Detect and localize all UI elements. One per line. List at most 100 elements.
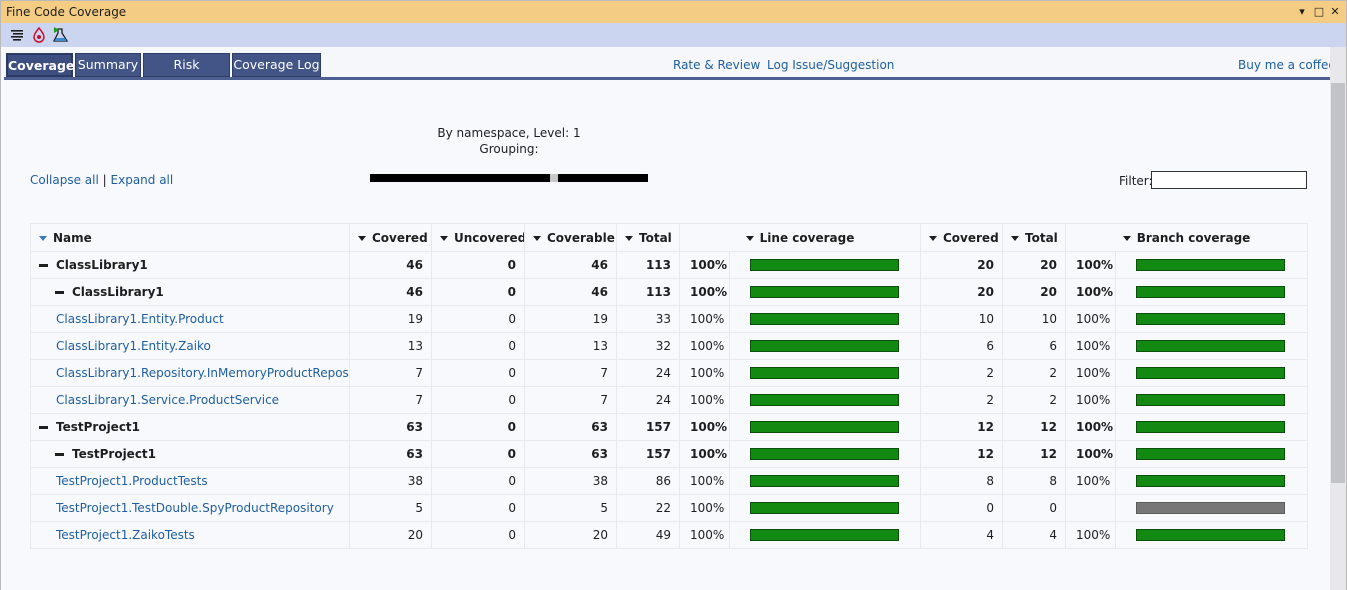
uncovered-cell: 0 bbox=[431, 251, 525, 279]
header-line-coverage[interactable]: Line coverage bbox=[679, 223, 921, 252]
class-link[interactable]: TestProject1.ProductTests bbox=[56, 474, 208, 488]
class-link[interactable]: ClassLibrary1.Entity.Product bbox=[56, 312, 224, 326]
grouping-label: Grouping: bbox=[479, 142, 539, 156]
header-branch-total[interactable]: Total bbox=[1002, 223, 1066, 252]
branch-total-cell: 20 bbox=[1002, 278, 1066, 306]
grouping-level-text: By namespace, Level: 1 bbox=[437, 126, 581, 140]
total-cell: 24 bbox=[616, 359, 680, 387]
line-coverage-bar bbox=[750, 340, 899, 352]
line-coverage-percent: 100% bbox=[679, 305, 730, 333]
branch-total-cell: 6 bbox=[1002, 332, 1066, 360]
covered-cell: 7 bbox=[349, 386, 432, 414]
branch-covered-cell: 10 bbox=[920, 305, 1003, 333]
branch-coverage-percent: 100% bbox=[1065, 386, 1116, 414]
tab-coverage[interactable]: Coverage bbox=[6, 53, 74, 77]
sort-arrow-icon bbox=[39, 235, 47, 241]
header-coverable[interactable]: Coverable bbox=[524, 223, 617, 252]
collapse-toggle-icon[interactable] bbox=[55, 453, 64, 456]
line-coverage-percent: 100% bbox=[679, 521, 730, 549]
header-covered[interactable]: Covered bbox=[349, 223, 432, 252]
tab-risk-hotspots[interactable]: Risk Hotspots bbox=[143, 53, 230, 94]
header-uncovered[interactable]: Uncovered bbox=[431, 223, 525, 252]
branch-coverage-bar-cell bbox=[1114, 278, 1309, 306]
table-row: TestProject1.ProductTests 38 0 38 86 100% 8 8 10… bbox=[30, 467, 1309, 495]
class-link[interactable]: ClassLibrary1.Repository.InMemoryProduct… bbox=[56, 366, 350, 380]
branch-covered-cell: 20 bbox=[920, 278, 1003, 306]
scrollbar-thumb[interactable] bbox=[1331, 83, 1345, 483]
close-icon[interactable]: ✕ bbox=[1330, 5, 1340, 18]
branch-coverage-bar-cell bbox=[1114, 359, 1309, 387]
line-coverage-percent: 100% bbox=[679, 359, 730, 387]
uncovered-cell: 0 bbox=[431, 386, 525, 414]
collapse-all-link[interactable]: Collapse all bbox=[30, 173, 99, 187]
table-header: Name Covered Uncovered Coverable Total L… bbox=[30, 223, 1309, 252]
branch-coverage-bar bbox=[1136, 340, 1285, 352]
header-total[interactable]: Total bbox=[616, 223, 680, 252]
collapse-toggle-icon[interactable] bbox=[39, 264, 48, 267]
header-name[interactable]: Name bbox=[30, 223, 350, 252]
vertical-scrollbar[interactable] bbox=[1330, 47, 1346, 590]
header-branch-coverage[interactable]: Branch coverage bbox=[1064, 223, 1309, 252]
total-cell: 86 bbox=[616, 467, 680, 495]
expand-all-link[interactable]: Expand all bbox=[110, 173, 174, 187]
sort-arrow-icon bbox=[929, 235, 937, 241]
line-coverage-percent: 100% bbox=[679, 494, 730, 522]
sort-arrow-icon bbox=[1011, 235, 1019, 241]
maximize-icon[interactable]: □ bbox=[1313, 5, 1325, 18]
class-link[interactable]: TestProject1.TestDouble.SpyProductReposi… bbox=[56, 501, 334, 515]
covered-cell: 63 bbox=[349, 440, 432, 468]
branch-coverage-percent: 100% bbox=[1065, 251, 1116, 279]
collapse-toggle-icon[interactable] bbox=[39, 426, 48, 429]
rate-review-link[interactable]: Rate & Review bbox=[673, 58, 761, 72]
line-coverage-bar-cell bbox=[729, 521, 921, 549]
line-coverage-bar bbox=[750, 313, 899, 325]
options-icon[interactable] bbox=[9, 27, 25, 43]
table-row: ClassLibrary1.Service.ProductService 7 0 7 2… bbox=[30, 386, 1309, 414]
coverable-cell: 13 bbox=[524, 332, 617, 360]
line-coverage-bar-cell bbox=[729, 278, 921, 306]
sort-arrow-icon bbox=[440, 235, 448, 241]
link-separator: | bbox=[98, 173, 111, 187]
grouping-slider-knob[interactable] bbox=[550, 174, 558, 182]
line-coverage-bar-cell bbox=[729, 305, 921, 333]
coverable-cell: 7 bbox=[524, 386, 617, 414]
line-coverage-bar bbox=[750, 421, 899, 433]
line-coverage-bar-cell bbox=[729, 440, 921, 468]
line-coverage-percent: 100% bbox=[679, 413, 730, 441]
branch-coverage-bar bbox=[1136, 529, 1285, 541]
header-branch-covered[interactable]: Covered bbox=[920, 223, 1003, 252]
branch-covered-cell: 2 bbox=[920, 386, 1003, 414]
line-coverage-bar bbox=[750, 448, 899, 460]
branch-coverage-percent: 100% bbox=[1065, 413, 1116, 441]
toolbar bbox=[1, 23, 1346, 47]
class-link[interactable]: ClassLibrary1.Entity.Zaiko bbox=[56, 339, 211, 353]
collapse-toggle-icon[interactable] bbox=[55, 291, 64, 294]
class-link[interactable]: TestProject1.ZaikoTests bbox=[56, 528, 195, 542]
clear-icon[interactable] bbox=[31, 27, 47, 43]
grouping-slider[interactable] bbox=[370, 174, 648, 182]
tab-coverage-log[interactable]: Coverage Log bbox=[232, 53, 321, 77]
log-issue-link[interactable]: Log Issue/Suggestion bbox=[767, 58, 895, 72]
run-tests-icon[interactable] bbox=[53, 27, 69, 43]
class-link[interactable]: ClassLibrary1.Service.ProductService bbox=[56, 393, 280, 407]
tab-summary[interactable]: Summary bbox=[75, 53, 141, 77]
window-position-icon[interactable]: ▾ bbox=[1299, 5, 1305, 18]
branch-covered-cell: 12 bbox=[920, 440, 1003, 468]
coverable-cell: 19 bbox=[524, 305, 617, 333]
branch-total-cell: 4 bbox=[1002, 521, 1066, 549]
buy-coffee-link[interactable]: Buy me a coffee bbox=[1238, 58, 1336, 72]
line-coverage-bar-cell bbox=[729, 413, 921, 441]
group-row: TestProject1 63 0 63 157 100% 12 12 100% bbox=[30, 440, 1309, 468]
filter-input[interactable] bbox=[1151, 171, 1307, 189]
filter-label: Filter: bbox=[1119, 174, 1153, 188]
uncovered-cell: 0 bbox=[431, 440, 525, 468]
branch-coverage-bar bbox=[1136, 367, 1285, 379]
branch-coverage-bar-cell bbox=[1114, 440, 1309, 468]
sort-arrow-icon bbox=[358, 235, 366, 241]
covered-cell: 38 bbox=[349, 467, 432, 495]
line-coverage-bar bbox=[750, 529, 899, 541]
coverable-cell: 63 bbox=[524, 413, 617, 441]
row-name: TestProject1.ZaikoTests bbox=[30, 521, 350, 549]
total-cell: 49 bbox=[616, 521, 680, 549]
